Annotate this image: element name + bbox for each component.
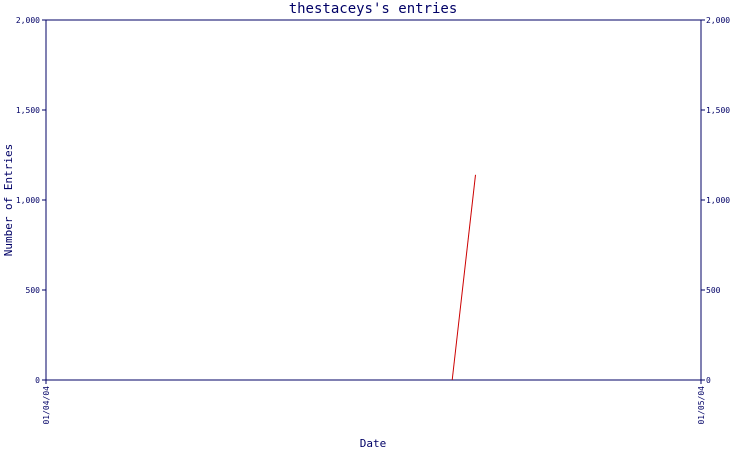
y-tick-label-right: 500 <box>706 286 721 295</box>
plot-frame <box>45 19 702 381</box>
y-tick-label-left: 1,500 <box>16 106 40 115</box>
series-layer <box>451 174 476 381</box>
series-line <box>451 174 476 381</box>
y-tick-label-left: 0 <box>35 376 40 385</box>
y-tick-label-left: 2,000 <box>16 16 40 25</box>
y-tick-label-right: 1,000 <box>706 196 730 205</box>
y-tick-label-left: 500 <box>26 286 41 295</box>
y-tick-label-right: 2,000 <box>706 16 730 25</box>
y-axis-right: 0 500 1,000 1,500 2,000 <box>701 16 730 385</box>
chart-title: thestaceys's entries <box>289 1 458 17</box>
y-tick-label-right: 1,500 <box>706 106 730 115</box>
y-tick-label-left: 1,000 <box>16 196 40 205</box>
y-axis-left: 0 500 1,000 1,500 2,000 <box>16 16 46 385</box>
y-axis-label: Number of Entries <box>2 144 15 257</box>
y-tick-label-right: 0 <box>706 376 711 385</box>
x-tick-label: 01/04/04 <box>42 386 51 425</box>
x-axis-label: Date <box>360 437 387 450</box>
x-axis: 01/04/04 01/05/04 <box>42 380 706 425</box>
x-tick-label: 01/05/04 <box>697 386 706 425</box>
